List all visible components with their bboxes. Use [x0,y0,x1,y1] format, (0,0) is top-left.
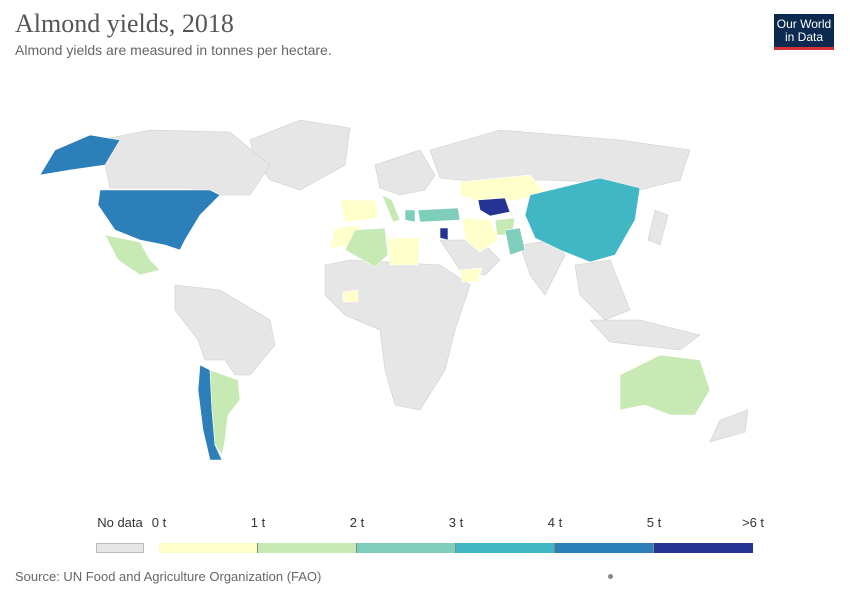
world-map[interactable] [0,70,850,490]
region-argentina[interactable] [209,369,241,456]
region-united-states[interactable] [97,189,221,251]
russia[interactable] [429,129,691,191]
legend-no-data-swatch[interactable] [96,543,144,553]
region-turkey[interactable] [417,207,461,223]
legend-bin-4[interactable] [555,543,654,553]
region-pakistan[interactable] [504,227,526,256]
indonesia[interactable] [589,319,701,351]
legend-no-data-label: No data [97,515,143,530]
region-kazakhstan[interactable] [459,174,546,203]
legend-bin-0[interactable] [159,543,258,553]
chart-title: Almond yields, 2018 [15,9,234,38]
legend-tick-5: 5 t [646,515,662,530]
legend-tick-4: 4 t [547,515,563,530]
canada[interactable] [99,129,271,196]
legend-tick-6: >6 t [741,515,765,530]
region-libya[interactable] [387,237,421,266]
logo-line-1: Our World [776,17,832,31]
region-algeria[interactable] [344,227,389,268]
legend-bin-2[interactable] [357,543,456,553]
region-china[interactable] [524,177,641,263]
region-uzbekistan[interactable] [477,197,511,217]
source-note: Source: UN Food and Agriculture Organiza… [15,569,322,584]
legend-bin-1[interactable] [258,543,357,553]
logo-line-2: in Data [784,30,824,44]
greenland[interactable] [249,119,351,191]
legend-tick-0: 0 t [151,515,167,530]
owid-logo[interactable]: Our World in Data [774,14,834,50]
chart-subtitle: Almond yields are measured in tonnes per… [15,42,332,58]
region-iran[interactable] [461,217,499,253]
region-italy[interactable] [381,194,401,223]
legend-color-scale [159,543,753,553]
region-jordan[interactable] [439,227,449,241]
region-saudi-arabia[interactable] [459,267,483,283]
region-spain-portugal[interactable] [339,199,379,223]
timeline-dot[interactable] [608,574,613,579]
japan[interactable] [647,209,669,246]
region-alaska[interactable] [39,134,121,176]
legend-tick-3: 3 t [448,515,464,530]
legend-bin-3[interactable] [456,543,555,553]
legend-tick-1: 1 t [250,515,266,530]
region-burkina-faso[interactable] [342,289,359,303]
region-greece[interactable] [404,209,416,223]
legend-bin-5[interactable] [654,543,753,553]
legend-tick-2: 2 t [349,515,365,530]
region-mexico[interactable] [104,234,161,276]
europe[interactable] [374,149,436,196]
southeast-asia[interactable] [574,259,631,321]
new-zealand[interactable] [709,409,749,443]
region-australia[interactable] [619,354,711,416]
south-america[interactable] [174,284,276,376]
africa[interactable] [324,259,471,411]
